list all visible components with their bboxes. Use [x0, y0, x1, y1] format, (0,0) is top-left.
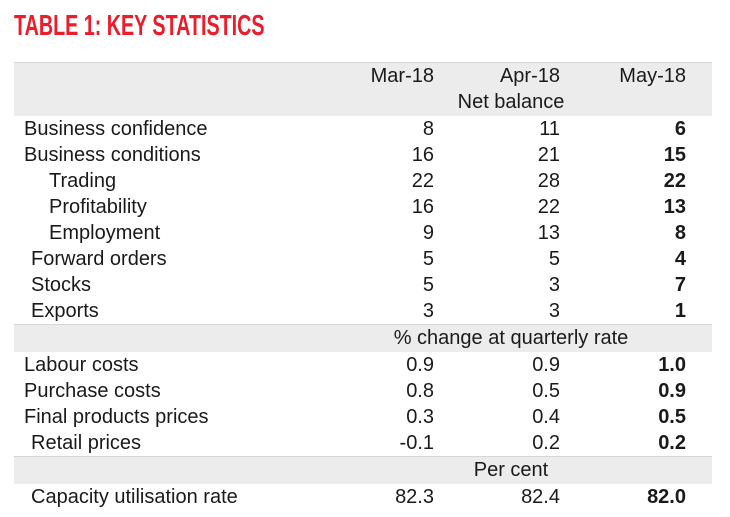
row-label: Employment	[49, 221, 161, 244]
cell-value-apr18: 82.4	[521, 485, 560, 508]
column-header-may18: May-18	[562, 62, 712, 89]
cell-value-mar18: 9	[422, 221, 434, 244]
table-row: Capacity utilisation rate 82.3 82.4 82.0	[14, 484, 712, 510]
column-header-row: Mar-18 Apr-18 May-18	[14, 62, 712, 89]
table-row: Retail prices -0.1 0.2 0.2	[14, 430, 712, 457]
table-row: Business conditions 16 21 15	[14, 142, 712, 168]
row-label: Exports	[31, 299, 99, 322]
row-label: Final products prices	[24, 405, 209, 428]
row-label: Business confidence	[24, 117, 208, 140]
cell-value-may18: 15	[663, 143, 686, 166]
cell-value-mar18: 8	[422, 117, 434, 140]
cell-value-may18: 1	[674, 299, 686, 322]
row-label: Business conditions	[24, 143, 201, 166]
cell-value-mar18: 3	[422, 299, 434, 322]
section-header-spacer	[14, 89, 310, 116]
cell-value-may18: 0.9	[658, 379, 686, 402]
cell-value-apr18: 13	[537, 221, 560, 244]
cell-value-mar18: 0.9	[406, 353, 434, 376]
corner-cell	[14, 62, 310, 89]
cell-value-may18: 8	[674, 221, 686, 244]
cell-value-apr18: 3	[548, 299, 560, 322]
table-row: Forward orders 5 5 4	[14, 246, 712, 272]
table-row: Purchase costs 0.8 0.5 0.9	[14, 378, 712, 404]
table-row: Labour costs 0.9 0.9 1.0	[14, 352, 712, 378]
cell-value-apr18: 0.5	[532, 379, 560, 402]
column-header-apr18: Apr-18	[436, 62, 562, 89]
cell-value-may18: 22	[663, 169, 686, 192]
cell-value-may18: 1.0	[658, 353, 686, 376]
section-header-spacer	[14, 324, 310, 352]
row-label: Trading	[49, 169, 117, 192]
cell-value-mar18: 0.8	[406, 379, 434, 402]
cell-value-mar18: 22	[411, 169, 434, 192]
row-label: Forward orders	[31, 247, 167, 270]
cell-value-apr18: 28	[537, 169, 560, 192]
cell-value-apr18: 22	[537, 195, 560, 218]
row-label: Purchase costs	[24, 379, 161, 402]
key-statistics-table: Mar-18 Apr-18 May-18 Net balance Business co…	[14, 62, 712, 510]
section-header-label: % change at quarterly rate	[310, 324, 712, 352]
row-label: Labour costs	[24, 353, 139, 376]
table-row: Profitability 16 22 13	[14, 194, 712, 220]
section-header-row: Net balance	[14, 89, 712, 116]
section-header-row: % change at quarterly rate	[14, 324, 712, 352]
page-title: TABLE 1: KEY STATISTICS	[14, 10, 265, 42]
cell-value-apr18: 5	[548, 247, 560, 270]
table-row: Employment 9 13 8	[14, 220, 712, 246]
cell-value-apr18: 0.2	[532, 431, 560, 454]
cell-value-apr18: 0.4	[532, 405, 560, 428]
cell-value-mar18: -0.1	[399, 431, 434, 454]
table-row: Trading 22 28 22	[14, 168, 712, 194]
row-label: Capacity utilisation rate	[31, 485, 238, 508]
section-header-row: Per cent	[14, 456, 712, 484]
section-header-label: Per cent	[310, 456, 712, 484]
cell-value-may18: 82.0	[647, 485, 686, 508]
cell-value-may18: 7	[674, 273, 686, 296]
cell-value-mar18: 5	[422, 273, 434, 296]
cell-value-may18: 4	[674, 247, 686, 270]
section-header-label: Net balance	[310, 89, 712, 116]
row-label: Profitability	[49, 195, 147, 218]
table-row: Business confidence 8 11 6	[14, 116, 712, 142]
table-row: Final products prices 0.3 0.4 0.5	[14, 404, 712, 430]
section-header-spacer	[14, 456, 310, 484]
row-label: Stocks	[31, 273, 92, 296]
cell-value-apr18: 0.9	[532, 353, 560, 376]
cell-value-may18: 0.2	[658, 431, 686, 454]
table-row: Stocks 5 3 7	[14, 272, 712, 298]
cell-value-mar18: 16	[411, 143, 434, 166]
cell-value-mar18: 82.3	[395, 485, 434, 508]
cell-value-may18: 13	[663, 195, 686, 218]
cell-value-mar18: 16	[411, 195, 434, 218]
cell-value-apr18: 21	[537, 143, 560, 166]
cell-value-mar18: 5	[422, 247, 434, 270]
cell-value-apr18: 11	[539, 117, 560, 140]
cell-value-may18: 6	[674, 117, 686, 140]
cell-value-apr18: 3	[548, 273, 560, 296]
column-header-mar18: Mar-18	[310, 62, 436, 89]
table-row: Exports 3 3 1	[14, 298, 712, 325]
cell-value-mar18: 0.3	[406, 405, 434, 428]
row-label: Retail prices	[31, 431, 142, 454]
cell-value-may18: 0.5	[658, 405, 686, 428]
